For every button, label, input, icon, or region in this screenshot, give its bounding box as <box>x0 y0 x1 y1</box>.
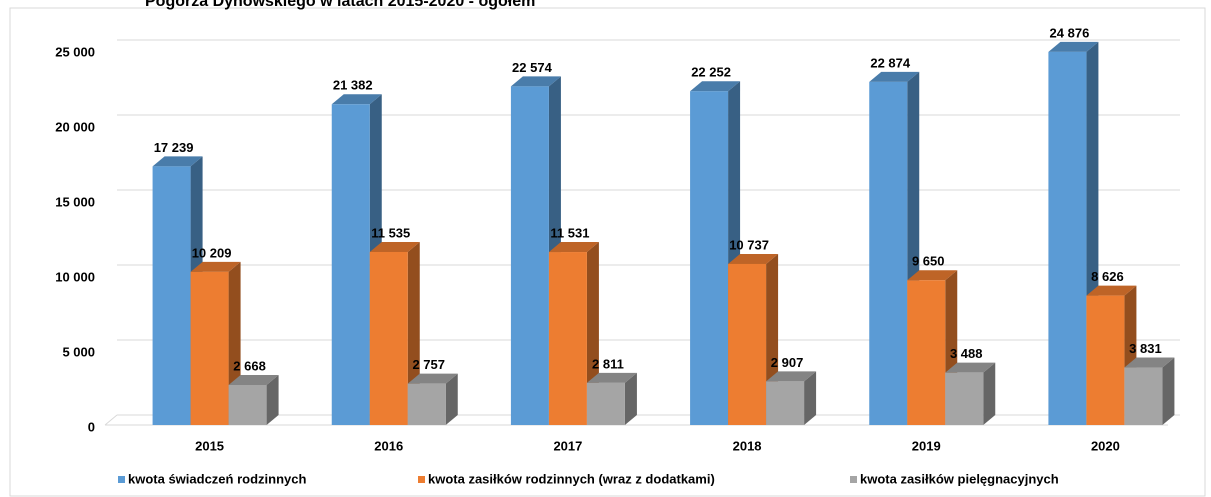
data-label: 3 831 <box>1129 341 1162 356</box>
data-label: 2 757 <box>412 357 445 372</box>
bar <box>548 252 587 425</box>
bar-top <box>190 261 241 272</box>
bar-top <box>766 371 817 382</box>
bar-top <box>369 241 420 252</box>
bar-top <box>1048 41 1099 52</box>
bar-top <box>907 270 958 281</box>
bar <box>1124 367 1163 425</box>
data-label: 11 531 <box>550 225 589 240</box>
legend-swatch <box>418 476 425 483</box>
bar-top <box>690 81 741 92</box>
bar <box>869 81 908 425</box>
bar <box>586 382 625 425</box>
x-tick-label: 2015 <box>195 438 224 453</box>
data-label: 8 626 <box>1091 269 1124 284</box>
bar <box>766 381 805 425</box>
bar <box>945 372 984 425</box>
bar-side <box>1162 357 1175 425</box>
bar <box>728 263 767 425</box>
bar-top <box>586 372 637 383</box>
bar-top <box>945 362 996 373</box>
bar-side <box>804 371 817 425</box>
bar-top <box>228 374 279 385</box>
y-tick-label: 0 <box>88 419 95 434</box>
bar-side <box>624 372 637 425</box>
bar-top <box>869 71 920 82</box>
data-label: 24 876 <box>1050 25 1090 40</box>
bar <box>407 383 446 425</box>
legend-label: kwota zasiłków pielęgnacyjnych <box>860 471 1059 486</box>
bar <box>190 271 229 425</box>
data-label: 2 907 <box>771 355 804 370</box>
y-tick-label: 20 000 <box>55 119 95 134</box>
y-tick-label: 5 000 <box>62 344 95 359</box>
x-tick-label: 2018 <box>733 438 762 453</box>
data-label: 17 239 <box>154 140 194 155</box>
bar <box>1048 51 1087 426</box>
bar <box>228 384 267 425</box>
data-label: 22 874 <box>870 55 911 70</box>
bar <box>331 104 370 426</box>
x-tick-label: 2020 <box>1091 438 1120 453</box>
bar-top <box>548 242 599 253</box>
chart-title: Pogórza Dynowskiego w latach 2015-2020 -… <box>145 0 535 10</box>
bar-top <box>728 253 779 264</box>
data-label: 10 209 <box>192 245 232 260</box>
bar <box>152 166 191 426</box>
bar-top <box>510 76 561 87</box>
bar <box>907 280 946 425</box>
bar-top <box>407 373 458 384</box>
data-label: 22 252 <box>691 65 731 80</box>
y-tick-label: 10 000 <box>55 269 95 284</box>
legend-label: kwota świadczeń rodzinnych <box>128 471 306 486</box>
bar-top <box>1086 285 1137 296</box>
legend-label: kwota zasiłków rodzinnych (wraz z dodatk… <box>428 471 715 486</box>
data-label: 21 382 <box>333 78 373 93</box>
data-label: 2 811 <box>592 356 624 371</box>
floor-line <box>104 414 118 426</box>
x-tick-label: 2019 <box>912 438 941 453</box>
data-label: 11 535 <box>371 225 410 240</box>
bar-top <box>331 94 382 105</box>
y-tick-label: 25 000 <box>55 44 95 59</box>
chart-border <box>9 7 1206 497</box>
y-tick-label: 15 000 <box>55 194 95 209</box>
data-label: 9 650 <box>912 254 945 269</box>
data-label: 10 737 <box>729 237 769 252</box>
x-tick-label: 2016 <box>374 438 403 453</box>
data-label: 22 574 <box>512 60 553 75</box>
bar-top <box>152 156 203 167</box>
bar-side <box>983 362 996 425</box>
bar <box>510 86 549 425</box>
data-label: 3 488 <box>950 346 983 361</box>
bar <box>690 91 729 425</box>
x-tick-label: 2017 <box>553 438 582 453</box>
bar-top <box>1124 357 1175 368</box>
bar <box>369 251 408 425</box>
legend-swatch <box>118 476 125 483</box>
bar <box>1086 295 1125 425</box>
bar-side <box>266 374 279 425</box>
bar-side <box>445 373 458 425</box>
data-label: 2 668 <box>233 358 266 373</box>
legend-swatch <box>850 476 857 483</box>
